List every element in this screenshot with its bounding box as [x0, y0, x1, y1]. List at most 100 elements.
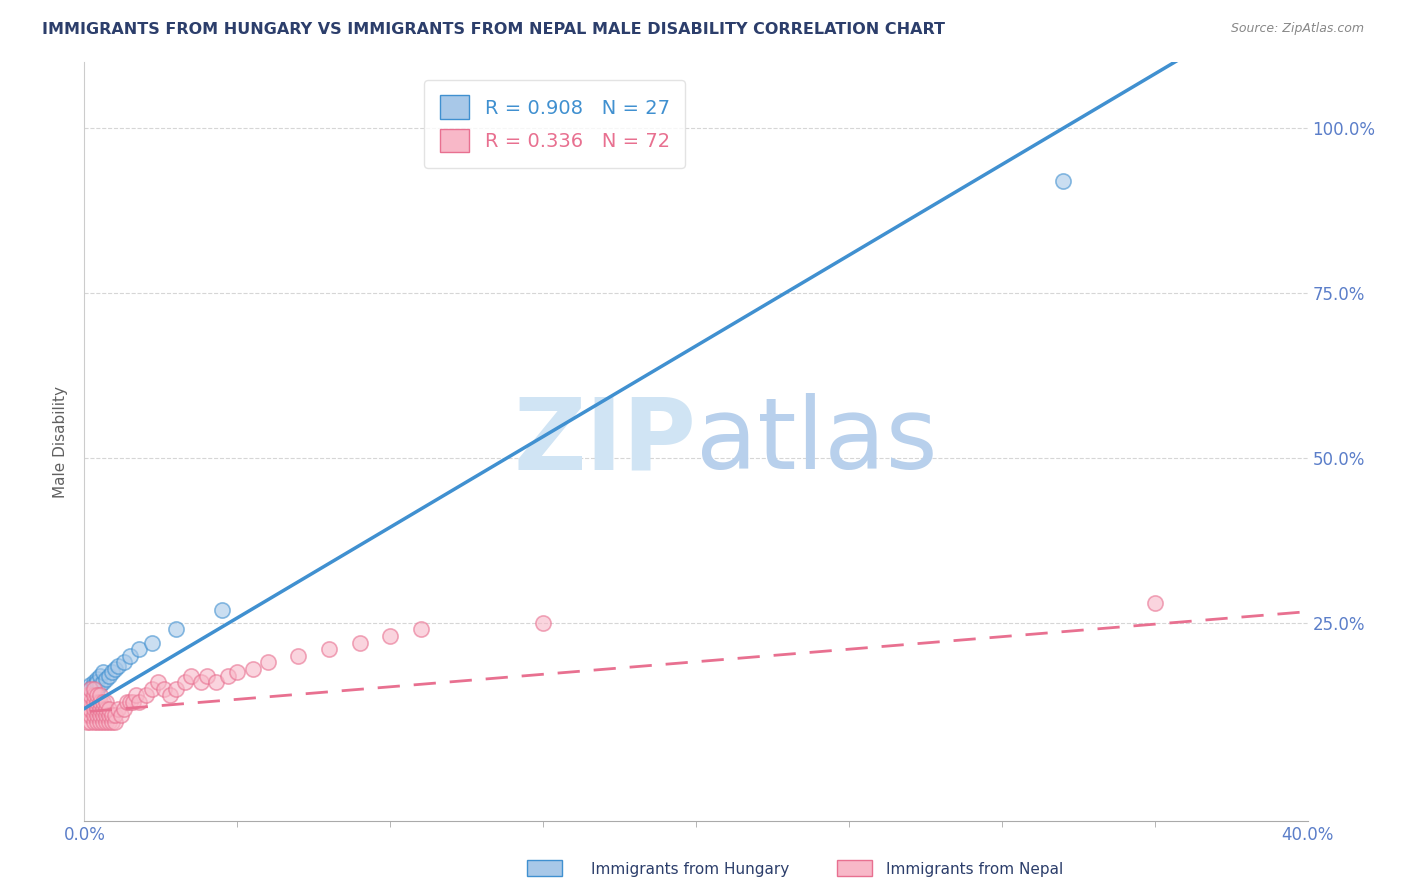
- Point: [112, 701, 135, 715]
- Point: [76, 695, 98, 709]
- Point: [159, 689, 181, 703]
- Point: [89, 695, 111, 709]
- Point: [165, 623, 187, 637]
- Point: [83, 695, 105, 709]
- Point: [141, 635, 163, 649]
- Point: [79, 681, 101, 696]
- Point: [211, 602, 233, 616]
- Point: [141, 681, 163, 696]
- Point: [89, 689, 111, 703]
- Point: [86, 681, 108, 696]
- Point: [83, 681, 105, 696]
- Point: [83, 701, 105, 715]
- Point: [128, 642, 150, 657]
- Point: [128, 695, 150, 709]
- Point: [86, 689, 108, 703]
- Point: [349, 635, 371, 649]
- Point: [195, 668, 218, 682]
- Point: [97, 701, 120, 715]
- Point: [226, 665, 249, 680]
- Point: [409, 623, 432, 637]
- Text: Immigrants from Nepal: Immigrants from Nepal: [886, 863, 1063, 877]
- Point: [76, 714, 98, 729]
- Point: [89, 714, 111, 729]
- Point: [1143, 596, 1166, 610]
- Point: [94, 672, 117, 686]
- Point: [205, 675, 228, 690]
- Point: [146, 675, 169, 690]
- Point: [86, 695, 108, 709]
- Point: [76, 695, 98, 709]
- Point: [120, 695, 142, 709]
- Point: [91, 701, 114, 715]
- Point: [107, 701, 129, 715]
- Point: [86, 708, 108, 723]
- Point: [135, 689, 157, 703]
- Point: [91, 675, 114, 690]
- Legend: R = 0.908   N = 27, R = 0.336   N = 72: R = 0.908 N = 27, R = 0.336 N = 72: [425, 79, 685, 168]
- Point: [174, 675, 197, 690]
- Point: [83, 678, 105, 692]
- Point: [112, 656, 135, 670]
- Point: [107, 658, 129, 673]
- Point: [104, 662, 127, 676]
- Point: [125, 689, 148, 703]
- Point: [97, 668, 120, 682]
- Point: [79, 681, 101, 696]
- Point: [190, 675, 212, 690]
- Point: [101, 665, 124, 680]
- Point: [180, 668, 202, 682]
- Point: [86, 675, 108, 690]
- Text: IMMIGRANTS FROM HUNGARY VS IMMIGRANTS FROM NEPAL MALE DISABILITY CORRELATION CHA: IMMIGRANTS FROM HUNGARY VS IMMIGRANTS FR…: [42, 22, 945, 37]
- Point: [76, 685, 98, 699]
- Point: [1052, 174, 1074, 188]
- Point: [91, 708, 114, 723]
- Point: [217, 668, 239, 682]
- Point: [101, 714, 124, 729]
- Point: [242, 662, 264, 676]
- Point: [165, 681, 187, 696]
- Y-axis label: Male Disability: Male Disability: [53, 385, 69, 498]
- Point: [83, 689, 105, 703]
- Point: [94, 714, 117, 729]
- Point: [89, 678, 111, 692]
- Point: [318, 642, 340, 657]
- Point: [531, 615, 554, 630]
- Point: [86, 672, 108, 686]
- Point: [97, 714, 120, 729]
- Point: [79, 689, 101, 703]
- Point: [94, 701, 117, 715]
- Point: [89, 701, 111, 715]
- Point: [83, 714, 105, 729]
- Point: [79, 695, 101, 709]
- Point: [89, 668, 111, 682]
- Point: [97, 708, 120, 723]
- Point: [122, 695, 145, 709]
- Point: [79, 708, 101, 723]
- Point: [257, 656, 280, 670]
- Point: [76, 689, 98, 703]
- Point: [94, 708, 117, 723]
- Point: [380, 629, 402, 643]
- Text: Source: ZipAtlas.com: Source: ZipAtlas.com: [1230, 22, 1364, 36]
- Point: [110, 708, 132, 723]
- Point: [287, 648, 309, 663]
- Point: [91, 714, 114, 729]
- Point: [104, 714, 127, 729]
- Text: ZIP: ZIP: [513, 393, 696, 490]
- Point: [115, 695, 138, 709]
- Point: [83, 708, 105, 723]
- Point: [120, 648, 142, 663]
- Point: [79, 689, 101, 703]
- Point: [89, 708, 111, 723]
- Point: [91, 665, 114, 680]
- Point: [104, 708, 127, 723]
- Point: [76, 701, 98, 715]
- Text: Immigrants from Hungary: Immigrants from Hungary: [591, 863, 789, 877]
- Point: [86, 701, 108, 715]
- Point: [153, 681, 176, 696]
- Point: [79, 701, 101, 715]
- Point: [83, 675, 105, 690]
- Text: atlas: atlas: [696, 393, 938, 490]
- Point: [79, 678, 101, 692]
